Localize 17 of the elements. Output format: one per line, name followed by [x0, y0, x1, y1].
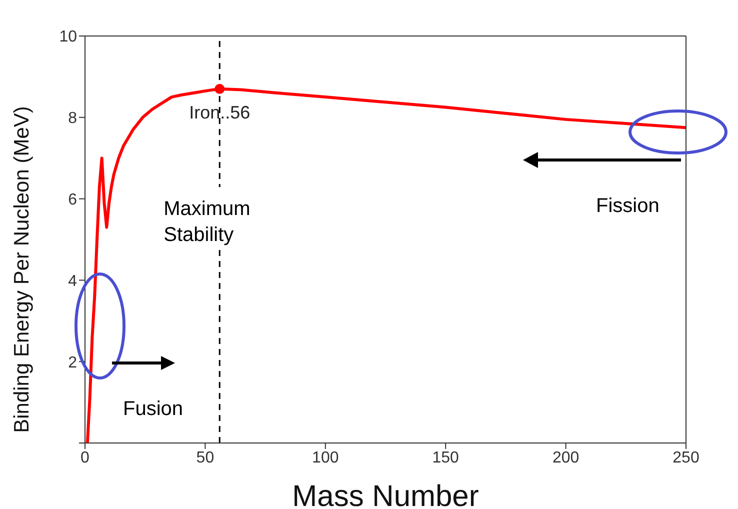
x-tick-label: 50	[196, 449, 214, 466]
x-tick-label: 100	[312, 449, 339, 466]
y-tick-label: 4	[68, 272, 78, 290]
y-tick-label: 2	[68, 354, 78, 372]
x-tick-label: 250	[672, 449, 700, 466]
annotation: Fusion	[123, 398, 184, 421]
x-axis-title: Mass Number	[292, 480, 479, 509]
y-tick-label: 6	[68, 191, 78, 208]
x-tick-label: 0	[80, 449, 90, 466]
ref-line-label: Maximum Stability	[164, 198, 250, 246]
x-tick-label: 200	[552, 449, 580, 466]
y-tick-label: 8	[68, 110, 78, 128]
y-tick-label: 10	[59, 28, 78, 46]
annotation: Iron..56	[189, 102, 250, 123]
y-axis-title: Binding Energy Per Nucleon (MeV)	[10, 106, 34, 433]
annotation: Fission	[596, 195, 660, 218]
x-tick-label: 150	[432, 449, 460, 466]
